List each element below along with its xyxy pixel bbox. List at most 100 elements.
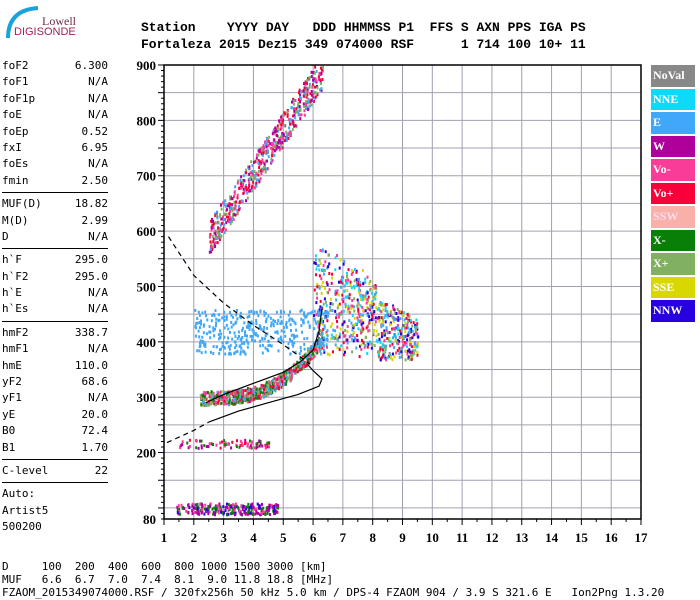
echo-point xyxy=(284,371,287,375)
echo-point xyxy=(217,401,219,405)
echo-point xyxy=(208,504,211,508)
echo-point xyxy=(336,306,339,310)
echo-point xyxy=(411,324,414,328)
echo-point xyxy=(258,444,261,448)
echo-point xyxy=(289,130,292,134)
echo-point xyxy=(308,324,311,328)
echo-point xyxy=(202,403,205,407)
echo-point xyxy=(236,317,239,321)
echo-point xyxy=(252,506,255,510)
echo-point xyxy=(307,98,310,102)
echo-point xyxy=(409,350,412,354)
echo-point xyxy=(273,383,276,387)
echo-point xyxy=(360,331,362,335)
echo-point xyxy=(214,504,217,508)
echo-point xyxy=(198,335,201,339)
echo-point xyxy=(207,507,210,511)
x-tick-label: 10 xyxy=(426,530,439,545)
echo-point xyxy=(409,318,412,322)
echo-point xyxy=(191,509,194,512)
echo-point xyxy=(227,327,230,331)
echo-point xyxy=(270,390,273,394)
echo-point xyxy=(358,286,361,290)
echo-point xyxy=(369,304,372,308)
echo-point xyxy=(347,278,350,282)
echo-point xyxy=(259,150,262,154)
echo-point xyxy=(300,324,303,328)
echo-point xyxy=(257,153,260,157)
echo-point xyxy=(264,319,267,323)
echo-point xyxy=(402,337,405,340)
echo-point xyxy=(223,310,226,314)
echo-point xyxy=(337,303,340,307)
echo-point xyxy=(347,304,350,308)
echo-point xyxy=(313,71,316,75)
echo-point xyxy=(187,510,190,514)
echo-point xyxy=(382,304,385,308)
echo-point xyxy=(233,191,236,195)
echo-point xyxy=(351,332,354,336)
profile-extrapolation-dashed xyxy=(166,421,210,444)
echo-point xyxy=(241,508,244,511)
echo-point xyxy=(319,88,322,92)
echo-point xyxy=(267,140,270,144)
echo-point xyxy=(400,310,403,314)
echo-point xyxy=(309,100,311,104)
echo-point xyxy=(208,330,211,334)
echo-point xyxy=(223,391,226,395)
echo-point xyxy=(296,105,299,109)
echo-point xyxy=(329,297,332,301)
echo-point xyxy=(231,214,234,218)
echo-point xyxy=(378,350,381,353)
echo-point xyxy=(196,317,199,320)
echo-point xyxy=(279,136,282,140)
echo-point xyxy=(318,347,321,351)
echo-point xyxy=(257,161,260,164)
echo-point xyxy=(216,397,219,400)
echo-point xyxy=(343,289,346,293)
echo-point xyxy=(220,401,223,405)
echo-point xyxy=(181,440,184,444)
echo-point xyxy=(239,316,242,320)
echo-point xyxy=(227,215,230,219)
echo-point xyxy=(299,100,301,104)
param-name: fxI xyxy=(2,140,22,154)
param-name: fmin xyxy=(2,173,29,187)
echo-point xyxy=(271,132,274,136)
echo-point xyxy=(384,303,387,306)
echo-point xyxy=(399,329,402,333)
echo-point xyxy=(239,401,241,405)
echo-point xyxy=(297,104,299,108)
autoscale-info: Artist5 xyxy=(2,503,49,517)
echo-point xyxy=(355,322,358,326)
echo-point xyxy=(276,506,279,510)
echo-point xyxy=(353,309,356,313)
echo-point xyxy=(234,502,237,506)
echo-point xyxy=(225,402,228,406)
echo-point xyxy=(320,87,323,91)
echo-point xyxy=(314,262,317,265)
echo-point xyxy=(215,443,218,447)
echo-point xyxy=(409,358,412,362)
echo-point xyxy=(209,232,212,236)
echo-point xyxy=(233,397,236,401)
echo-point xyxy=(273,507,276,511)
echo-point xyxy=(228,218,231,222)
echo-point xyxy=(231,203,233,207)
echo-point xyxy=(315,91,318,95)
echo-point xyxy=(276,134,278,137)
echo-point xyxy=(308,350,311,354)
echo-point xyxy=(362,327,365,331)
echo-point xyxy=(280,375,282,379)
echo-point xyxy=(219,446,222,450)
echo-point xyxy=(263,510,266,514)
echo-point xyxy=(255,509,258,513)
x-tick-label: 14 xyxy=(545,530,559,545)
echo-point xyxy=(378,337,381,341)
echo-point xyxy=(241,180,244,184)
echo-point xyxy=(406,323,409,327)
echo-point xyxy=(248,439,251,443)
echo-point xyxy=(399,317,402,321)
echo-point xyxy=(416,322,419,326)
echo-point xyxy=(312,78,314,82)
